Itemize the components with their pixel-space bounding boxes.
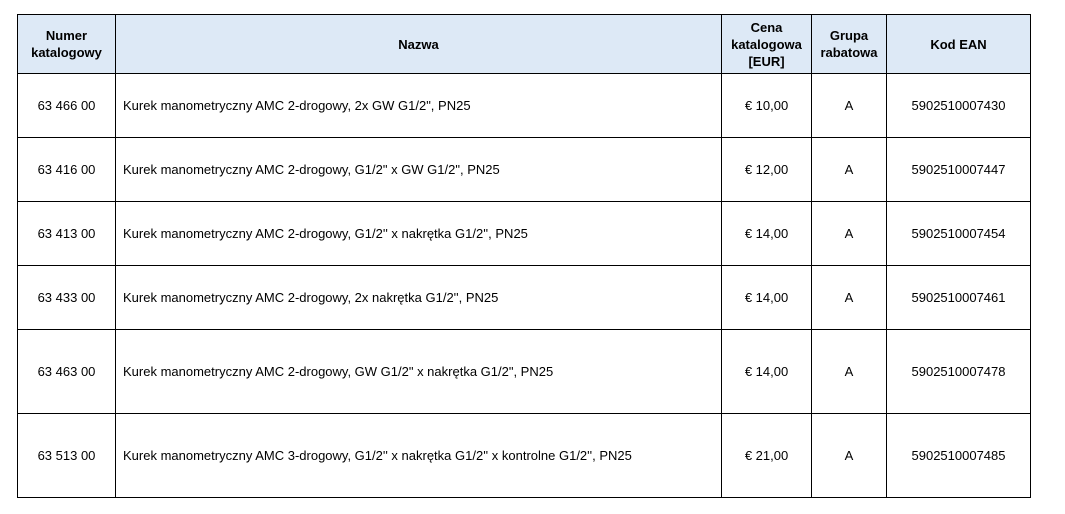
table-cell: € 14,00	[721, 201, 812, 266]
price-table: Numer katalogowy Nazwa Cena katalogowa [EU…	[17, 14, 1031, 498]
table-cell: 63 513 00	[17, 413, 116, 498]
table-cell: A	[811, 137, 887, 202]
table-cell: 5902510007447	[886, 137, 1031, 202]
table-cell: 5902510007454	[886, 201, 1031, 266]
table-cell: € 14,00	[721, 329, 812, 414]
table-cell: A	[811, 413, 887, 498]
table-cell: € 21,00	[721, 413, 812, 498]
table-row: 63 513 00 Kurek manometryczny AMC 3-drogo…	[17, 413, 1031, 498]
table-cell: Kurek manometryczny AMC 2-drogowy, 2x GW…	[115, 73, 722, 138]
table-row: 63 466 00 Kurek manometryczny AMC 2-drogo…	[17, 73, 1031, 138]
table-cell: A	[811, 265, 887, 330]
table-cell: 5902510007478	[886, 329, 1031, 414]
table-cell: 5902510007485	[886, 413, 1031, 498]
table-cell: 5902510007430	[886, 73, 1031, 138]
table-cell: A	[811, 201, 887, 266]
table-row: 63 413 00 Kurek manometryczny AMC 2-drogo…	[17, 201, 1031, 266]
table-cell: Kurek manometryczny AMC 2-drogowy, G1/2"…	[115, 137, 722, 202]
table-cell: 63 466 00	[17, 73, 116, 138]
table-cell: € 14,00	[721, 265, 812, 330]
table-row: 63 463 00 Kurek manometryczny AMC 2-drogo…	[17, 329, 1031, 414]
header-cell: Numer katalogowy	[17, 14, 116, 74]
table-cell: 63 433 00	[17, 265, 116, 330]
table-body: 63 466 00 Kurek manometryczny AMC 2-drogo…	[17, 73, 1031, 498]
header-cell: Grupa rabatowa	[811, 14, 887, 74]
table-cell: A	[811, 329, 887, 414]
table-cell: 63 413 00	[17, 201, 116, 266]
table-cell: 5902510007461	[886, 265, 1031, 330]
table-cell: A	[811, 73, 887, 138]
table-row: 63 416 00 Kurek manometryczny AMC 2-drogo…	[17, 137, 1031, 202]
header-cell: Cena katalogowa [EUR]	[721, 14, 812, 74]
header-cell: Nazwa	[115, 14, 722, 74]
table-cell: 63 463 00	[17, 329, 116, 414]
table-row: 63 433 00 Kurek manometryczny AMC 2-drogo…	[17, 265, 1031, 330]
header-cell: Kod EAN	[886, 14, 1031, 74]
table-cell: € 10,00	[721, 73, 812, 138]
table-cell: Kurek manometryczny AMC 2-drogowy, GW G1…	[115, 329, 722, 414]
table-cell: Kurek manometryczny AMC 3-drogowy, G1/2'…	[115, 413, 722, 498]
table-cell: 63 416 00	[17, 137, 116, 202]
table-cell: Kurek manometryczny AMC 2-drogowy, 2x na…	[115, 265, 722, 330]
table-cell: € 12,00	[721, 137, 812, 202]
header-row: Numer katalogowy Nazwa Cena katalogowa [EU…	[17, 14, 1031, 74]
table-cell: Kurek manometryczny AMC 2-drogowy, G1/2'…	[115, 201, 722, 266]
